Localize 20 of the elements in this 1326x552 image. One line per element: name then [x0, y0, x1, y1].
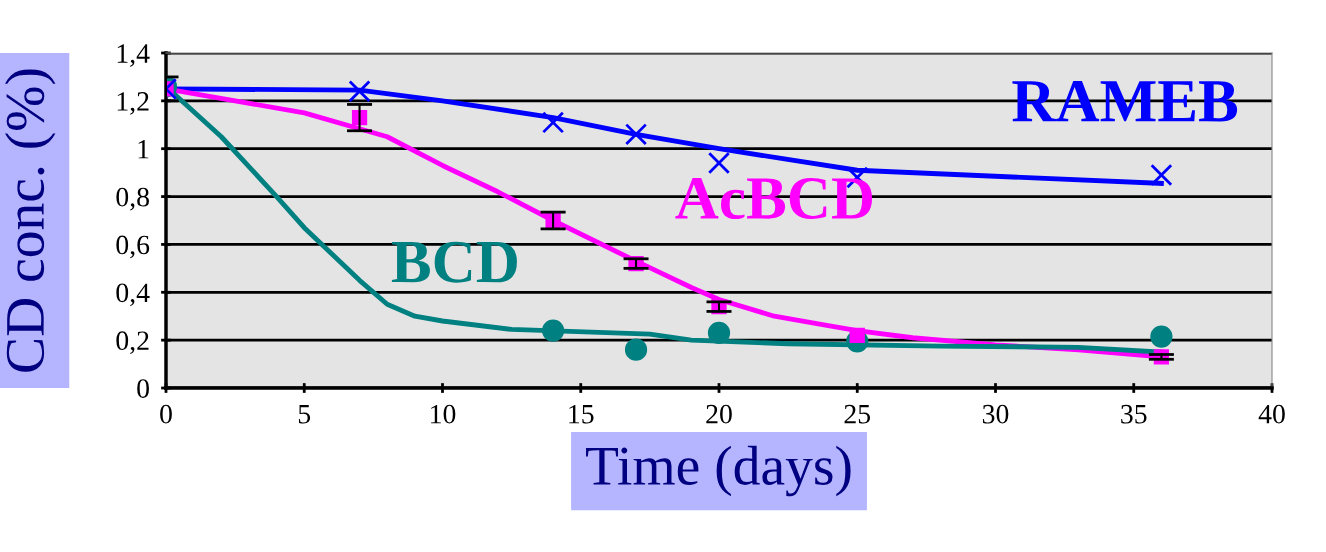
x-tick-label: 25	[844, 404, 871, 424]
y-tick-label: 0,6	[116, 235, 150, 259]
x-tick-label: 35	[1121, 404, 1147, 424]
x-tick-label: 10	[431, 404, 456, 424]
y-axis-title: CD conc. (%)	[5, 69, 56, 372]
x-tick-label: 5	[298, 405, 311, 424]
y-tick-label: 0,4	[116, 283, 150, 307]
x-tick-label: 0	[160, 404, 172, 424]
x-axis-title: Time (days)	[586, 445, 851, 497]
y-tick-label: 0,2	[116, 331, 149, 355]
x-tick-label: 15	[569, 404, 594, 424]
y-tick-label: 0,8	[116, 187, 149, 211]
y-tick-label: 1,2	[117, 92, 149, 115]
x-tick-label: 20	[706, 404, 732, 424]
y-tick-label: 1	[138, 140, 149, 159]
y-tick-label: 1,4	[117, 44, 150, 67]
x-tick-label: 40	[1258, 404, 1285, 424]
x-tick-label: 30	[982, 404, 1009, 424]
series-label: BCD	[391, 241, 517, 283]
y-tick-label: 0	[137, 379, 149, 398]
